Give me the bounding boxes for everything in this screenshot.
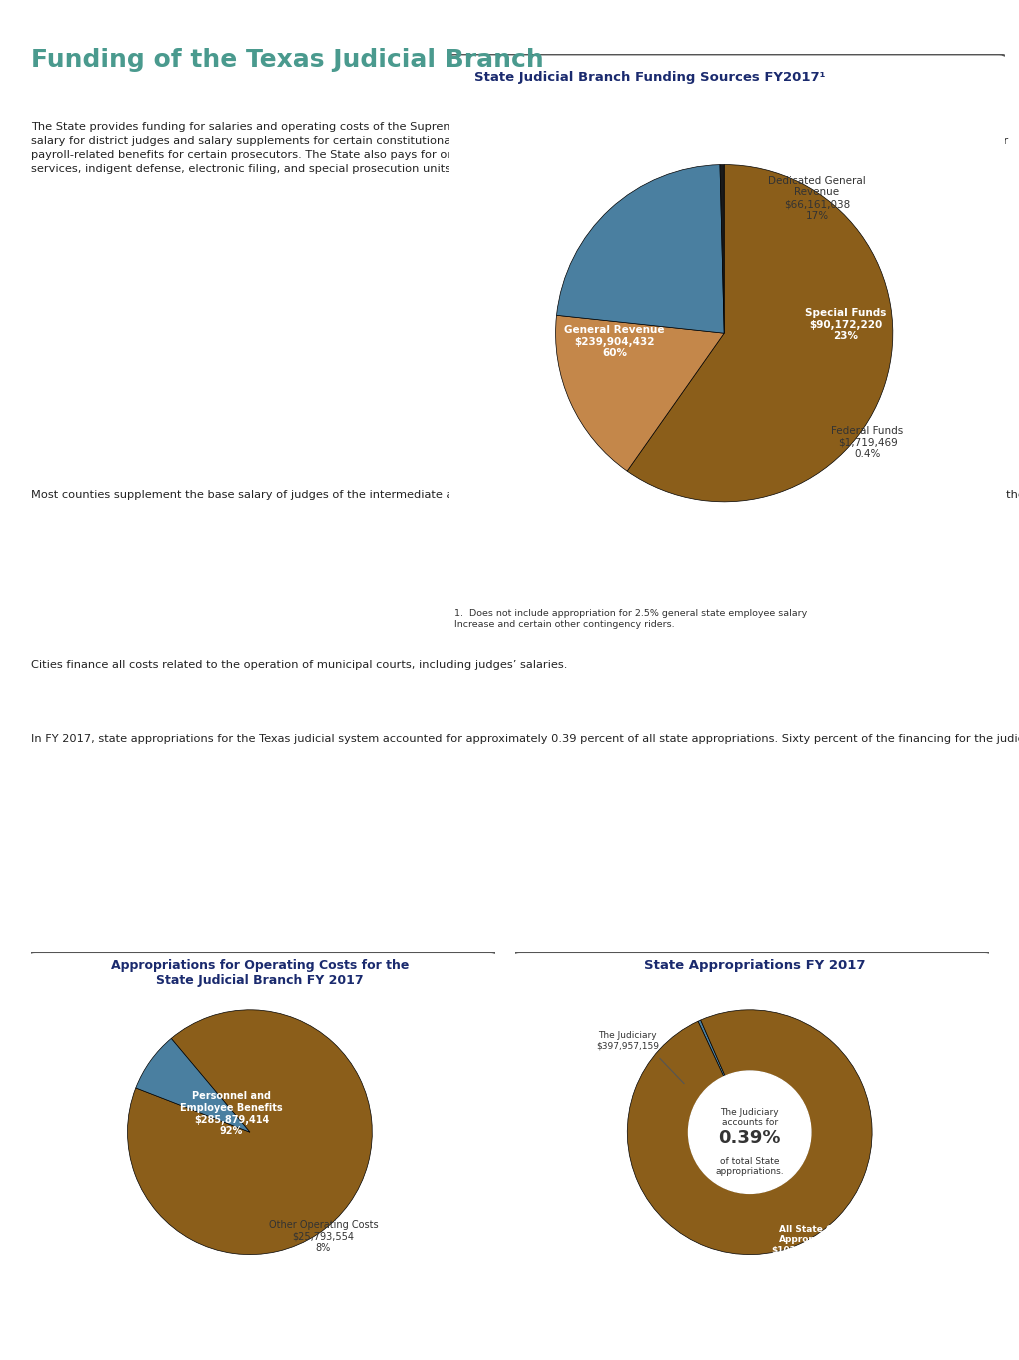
Text: Most counties supplement the base salary of judges of the intermediate appellate: Most counties supplement the base salary…	[31, 490, 1019, 499]
Text: State Judicial Branch Funding Sources FY2017¹: State Judicial Branch Funding Sources FY…	[474, 71, 825, 84]
Wedge shape	[136, 1039, 250, 1132]
Text: General Revenue
$239,904,432
60%: General Revenue $239,904,432 60%	[564, 325, 664, 358]
Text: Personnel and
Employee Benefits
$285,879,414
92%: Personnel and Employee Benefits $285,879…	[180, 1092, 282, 1136]
Text: Special Funds
$90,172,220
23%: Special Funds $90,172,220 23%	[804, 309, 886, 341]
Text: The Judiciary
$397,957,159: The Judiciary $397,957,159	[595, 1031, 658, 1050]
Text: 0.39%: 0.39%	[717, 1129, 781, 1148]
Wedge shape	[556, 165, 723, 333]
Circle shape	[688, 1072, 810, 1194]
Text: In FY 2017, state appropriations for the Texas judicial system accounted for app: In FY 2017, state appropriations for the…	[31, 734, 1019, 744]
Text: Federal Funds
$1,719,469
0.4%: Federal Funds $1,719,469 0.4%	[830, 426, 903, 460]
Text: The Judiciary
accounts for: The Judiciary accounts for	[719, 1108, 779, 1127]
Wedge shape	[719, 165, 723, 333]
FancyBboxPatch shape	[443, 54, 1009, 624]
Text: TEXAS JUDICIARY • FY 2016 ANNUAL STATISTICAL REPORT: TEXAS JUDICIARY • FY 2016 ANNUAL STATIST…	[31, 1326, 416, 1340]
Text: The State provides funding for salaries and operating costs of the Supreme Court: The State provides funding for salaries …	[31, 122, 1007, 174]
Text: of total State
appropriations.: of total State appropriations.	[714, 1157, 784, 1176]
Text: All State Other
Appropriations
$102,652,152,758: All State Other Appropriations $102,652,…	[770, 1225, 862, 1255]
Text: Other Operating Costs
$25,793,554
8%: Other Operating Costs $25,793,554 8%	[268, 1220, 378, 1253]
Text: Cities finance all costs related to the operation of municipal courts, including: Cities finance all costs related to the …	[31, 660, 567, 669]
Wedge shape	[627, 1009, 871, 1254]
Text: Dedicated General
Revenue
$66,161,038
17%: Dedicated General Revenue $66,161,038 17…	[767, 175, 865, 220]
Text: State Appropriations FY 2017: State Appropriations FY 2017	[643, 959, 865, 972]
FancyBboxPatch shape	[510, 952, 994, 1303]
Text: vii: vii	[973, 1326, 988, 1340]
FancyBboxPatch shape	[25, 952, 499, 1303]
Wedge shape	[127, 1009, 372, 1254]
Text: Funding of the Texas Judicial Branch: Funding of the Texas Judicial Branch	[31, 48, 543, 72]
Text: Appropriations for Operating Costs for the
State Judicial Branch FY 2017: Appropriations for Operating Costs for t…	[111, 959, 409, 987]
Wedge shape	[697, 1020, 725, 1077]
Wedge shape	[555, 316, 723, 471]
Text: 1.  Does not include appropriation for 2.5% general state employee salary
Increa: 1. Does not include appropriation for 2.…	[453, 609, 806, 628]
Wedge shape	[627, 165, 892, 502]
